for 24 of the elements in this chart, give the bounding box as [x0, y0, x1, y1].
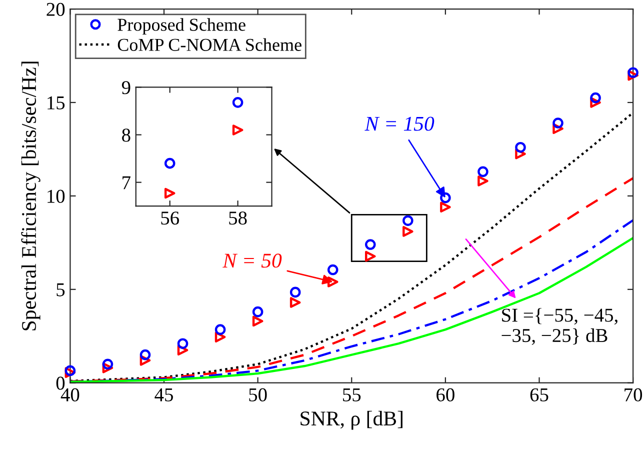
x-tick-label: 70: [624, 388, 642, 402]
y-tick-label: 9: [122, 81, 130, 94]
y-axis-title: Spectral Efficiency [bits/sec/Hz]: [21, 62, 40, 330]
x-tick-label: 55: [343, 388, 361, 402]
annotation: N = 150: [364, 116, 434, 131]
x-tick-label: 45: [154, 388, 173, 402]
y-tick-label: 0: [56, 376, 65, 390]
x-tick-label: 50: [249, 388, 267, 402]
x-tick-label: 65: [530, 388, 548, 402]
y-tick-label: 10: [48, 190, 65, 203]
annotation: N = 50: [222, 254, 282, 268]
x-tick-label: 58: [229, 212, 247, 225]
y-tick-label: 8: [122, 128, 130, 142]
x-tick-label: 40: [60, 388, 80, 402]
x-tick-label: 60: [436, 388, 454, 402]
y-tick-label: 5: [56, 283, 65, 296]
y-tick-label: 7: [122, 176, 130, 190]
x-axis-title: SNR, ρ [dB]: [300, 410, 402, 430]
annotation: SI ={−55, −45, −35, −25} dB: [502, 308, 618, 345]
legend-label: CoMP C-NOMA Scheme: [118, 38, 302, 51]
y-tick-label: 20: [46, 2, 65, 16]
x-tick-label: 56: [161, 212, 179, 225]
legend-label: Proposed Scheme: [118, 18, 246, 35]
y-tick-label: 15: [48, 96, 65, 110]
